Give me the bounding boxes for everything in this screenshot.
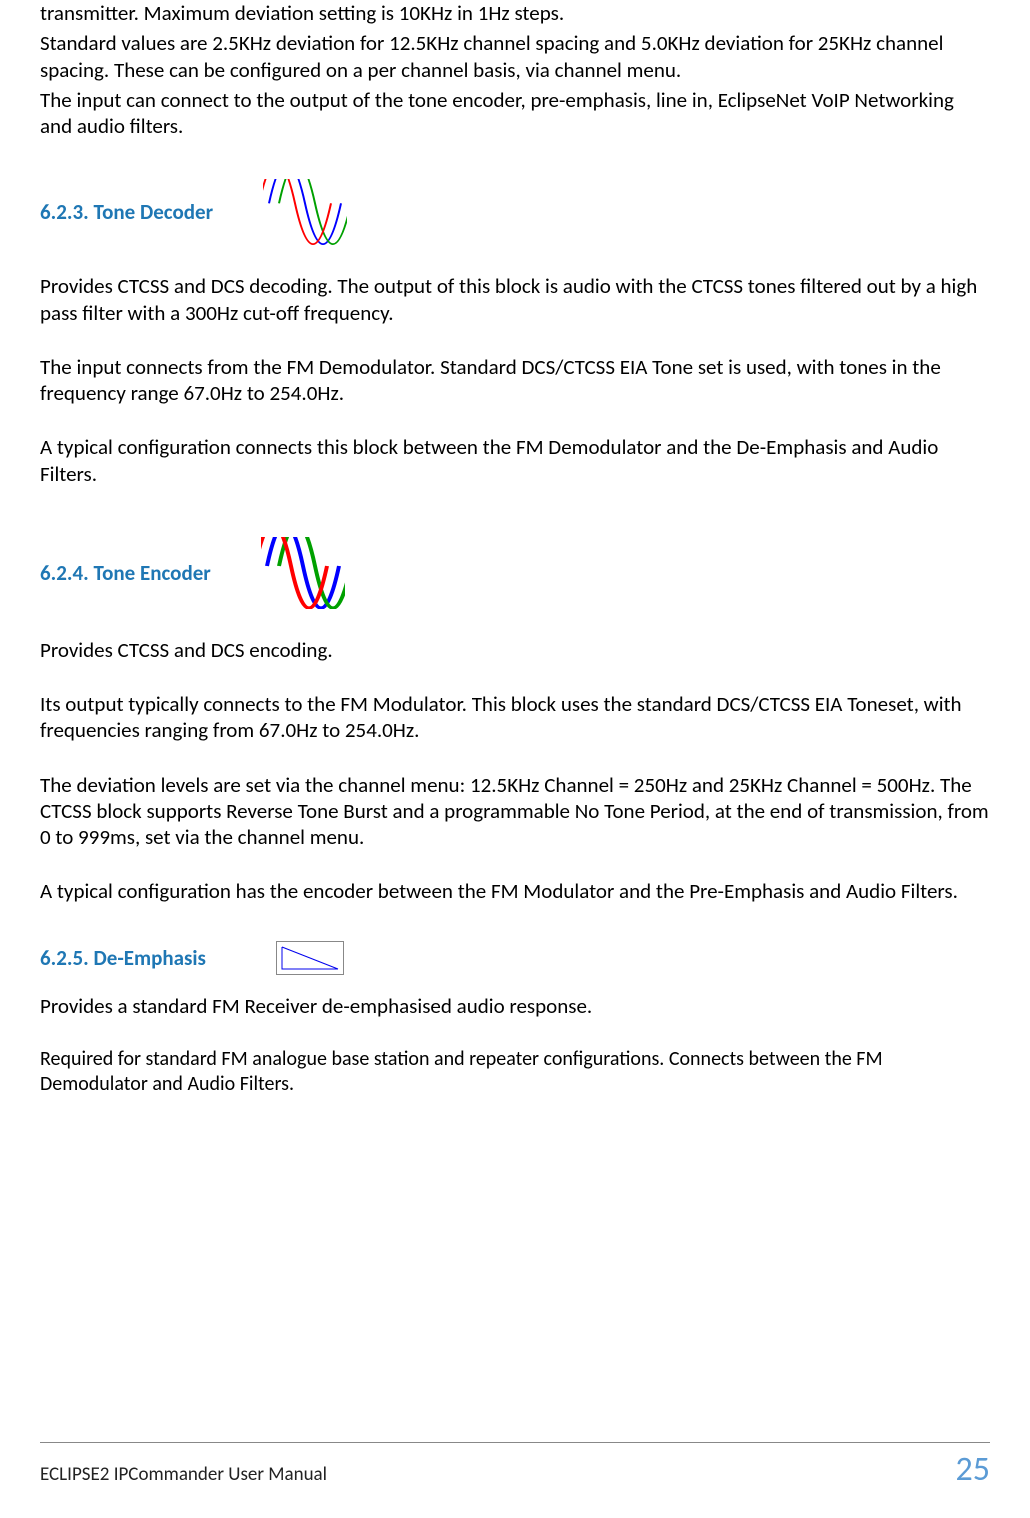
intro-line-1: transmitter. Maximum deviation setting i…	[40, 0, 990, 26]
tone-decoder-p1: Provides CTCSS and DCS decoding. The out…	[40, 273, 990, 326]
footer-doc-title: ECLIPSE2 IPCommander User Manual	[40, 1463, 327, 1486]
sine-curves-icon	[261, 537, 345, 609]
section-heading-row-tone-decoder: 6.2.3. Tone Decoder	[40, 179, 990, 245]
tone-encoder-p2: Its output typically connects to the FM …	[40, 691, 990, 744]
intro-line-3: The input can connect to the output of t…	[40, 87, 990, 140]
sine-curves-icon	[263, 179, 347, 245]
footer-page-number: 25	[956, 1449, 990, 1490]
tone-encoder-p1: Provides CTCSS and DCS encoding.	[40, 637, 990, 663]
tone-decoder-p2: The input connects from the FM Demodulat…	[40, 354, 990, 407]
heading-tone-decoder: 6.2.3. Tone Decoder	[40, 199, 213, 225]
de-emphasis-p2: Required for standard FM analogue base s…	[40, 1047, 990, 1097]
triangle-down-icon	[276, 941, 344, 975]
tone-encoder-p3: The deviation levels are set via the cha…	[40, 772, 990, 851]
section-heading-row-tone-encoder: 6.2.4. Tone Encoder	[40, 537, 990, 609]
section-heading-row-de-emphasis: 6.2.5. De-Emphasis	[40, 941, 990, 975]
tone-decoder-p3: A typical configuration connects this bl…	[40, 434, 990, 487]
intro-line-2: Standard values are 2.5KHz deviation for…	[40, 30, 990, 83]
heading-de-emphasis: 6.2.5. De-Emphasis	[40, 945, 206, 971]
de-emphasis-p1: Provides a standard FM Receiver de-empha…	[40, 993, 990, 1019]
page-footer: ECLIPSE2 IPCommander User Manual 25	[40, 1442, 990, 1490]
tone-encoder-p4: A typical configuration has the encoder …	[40, 878, 990, 904]
document-page: transmitter. Maximum deviation setting i…	[0, 0, 1030, 1518]
heading-tone-encoder: 6.2.4. Tone Encoder	[40, 560, 211, 586]
